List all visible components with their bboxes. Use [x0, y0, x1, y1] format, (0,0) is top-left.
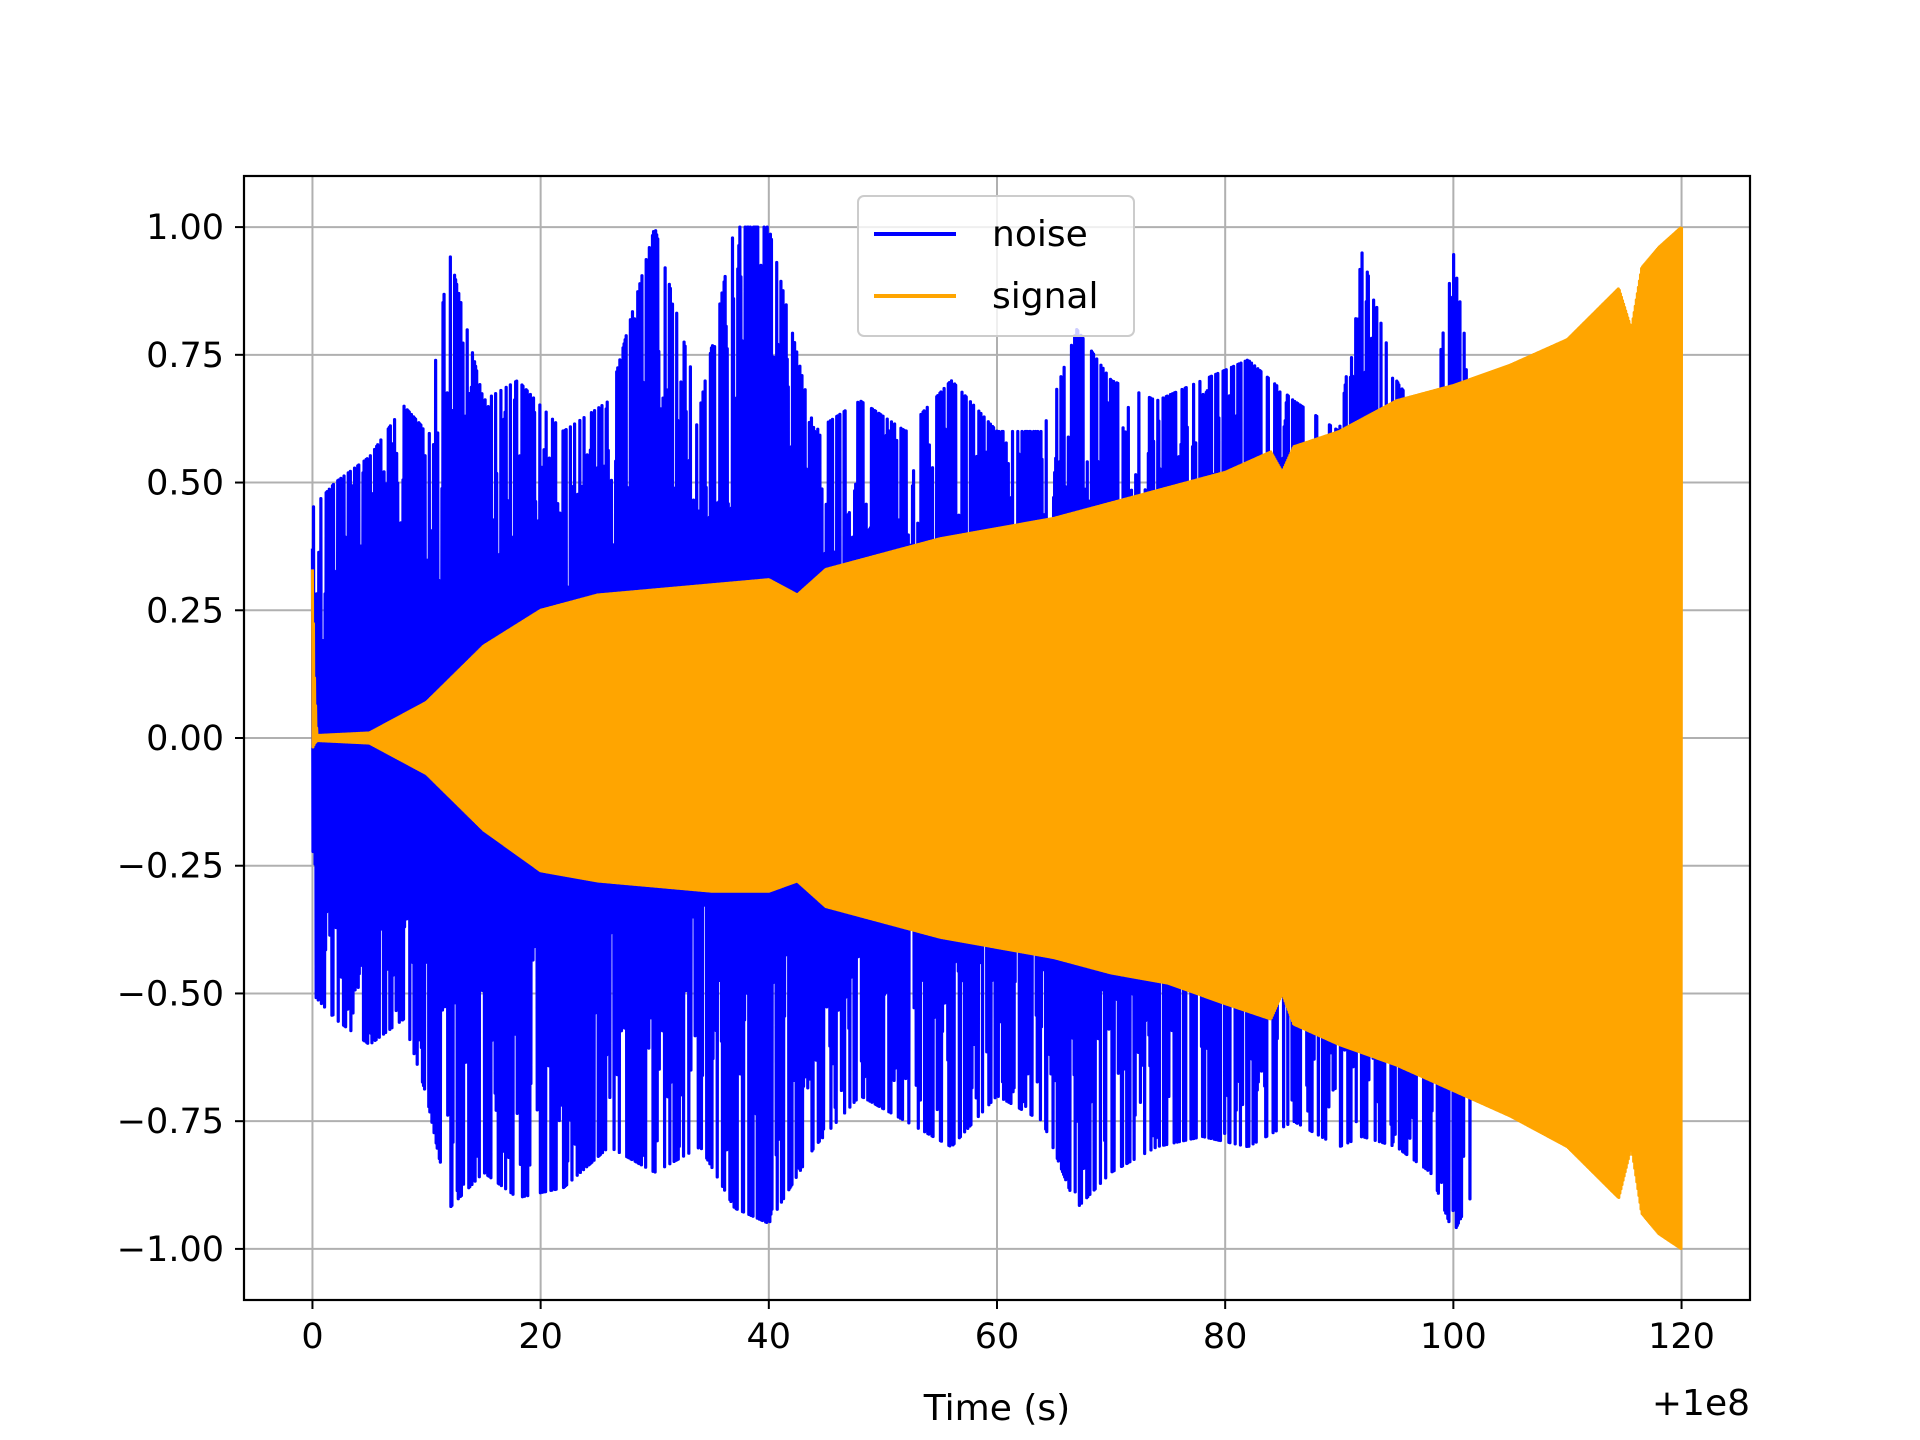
y-tick-label: 0.75 — [146, 336, 224, 376]
x-tick-label: 20 — [518, 1317, 563, 1357]
x-tick-label: 80 — [1203, 1317, 1248, 1357]
x-tick-label: 0 — [301, 1317, 323, 1357]
legend-label-noise: noise — [992, 214, 1088, 255]
x-tick-label: 40 — [747, 1317, 792, 1357]
x-tick-label: 120 — [1648, 1317, 1715, 1357]
y-tick-label: 0.00 — [146, 719, 224, 759]
legend-box — [857, 195, 1135, 337]
y-tick-label: −1.00 — [117, 1230, 224, 1270]
y-tick-label: −0.50 — [117, 974, 224, 1014]
y-tick-label: 1.00 — [146, 208, 224, 248]
y-tick-label: −0.75 — [117, 1102, 224, 1142]
y-tick-label: −0.25 — [117, 847, 224, 887]
x-offset-label: +1e8 — [1652, 1383, 1750, 1424]
series-layer — [310, 225, 1684, 1251]
x-tick-label: 60 — [975, 1317, 1020, 1357]
x-axis-label: Time (s) — [923, 1388, 1070, 1429]
y-tick-label: 0.50 — [146, 464, 224, 504]
legend: noise signal — [857, 195, 1135, 337]
ticks: 0 20 40 60 80 100 120 1.00 0.75 0.50 0.25 0.00 −0.25… — [117, 208, 1715, 1357]
legend-label-signal: signal — [992, 276, 1099, 317]
x-tick-label: 100 — [1420, 1317, 1487, 1357]
y-tick-label: 0.25 — [146, 591, 224, 631]
series-line-signal — [310, 226, 1684, 1251]
